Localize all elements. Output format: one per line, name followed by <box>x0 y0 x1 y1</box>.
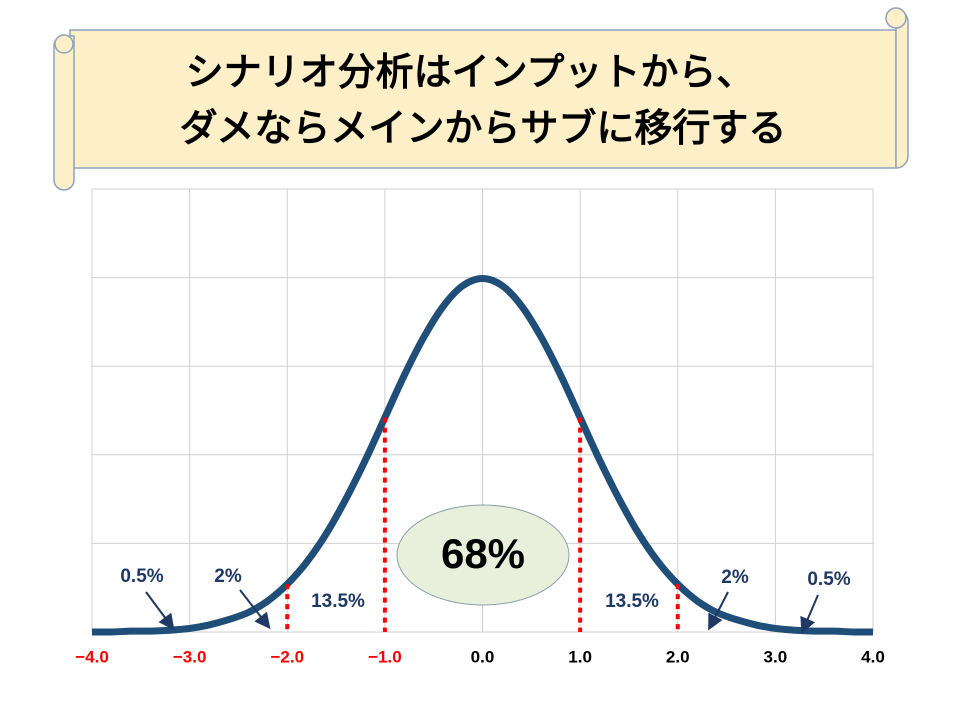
annotation: 13.5% <box>311 591 365 612</box>
annotation-arrow <box>708 591 729 631</box>
annotation: 2% <box>721 567 749 588</box>
x-tick-label: −4.0 <box>75 647 109 666</box>
scroll-banner <box>53 7 909 191</box>
annotation: 13.5% <box>605 591 659 612</box>
x-tick-label: 0.0 <box>471 647 495 666</box>
title-line: シナリオ分析はインプットから、 <box>186 52 755 94</box>
x-tick-label: −2.0 <box>270 647 304 666</box>
callout-ellipse <box>396 504 570 606</box>
annotation-arrow <box>145 591 175 631</box>
x-tick-label: 1.0 <box>568 647 592 666</box>
annotation: 0.5% <box>807 569 850 590</box>
curve <box>91 274 874 636</box>
title-line: ダメならメインからサブに移行する <box>180 107 787 150</box>
annotation: 68% <box>441 530 525 577</box>
annotation: 0.5% <box>120 566 163 587</box>
annotation-arrow <box>800 594 819 634</box>
annotation: 2% <box>214 566 242 587</box>
x-tick-label: −3.0 <box>173 647 207 666</box>
x-tick-label: −1.0 <box>368 647 402 666</box>
x-tick-label: 2.0 <box>666 647 690 666</box>
annotation-arrow <box>239 589 271 630</box>
x-tick-label: 3.0 <box>764 647 788 666</box>
x-tick-label: 4.0 <box>861 647 885 666</box>
